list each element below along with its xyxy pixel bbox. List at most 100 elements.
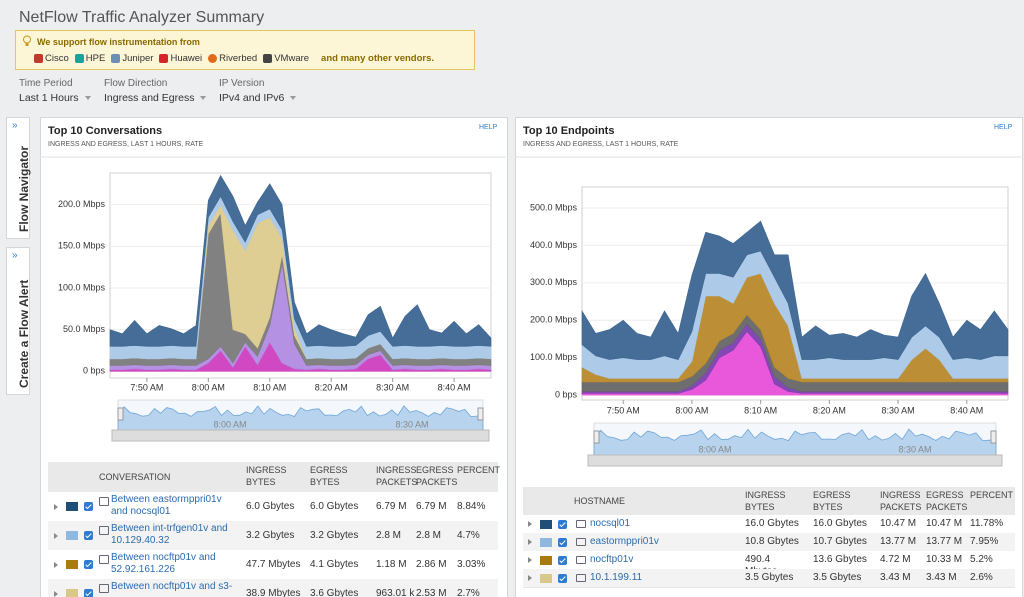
column-header: INGRESS PACKETS <box>880 490 922 512</box>
navigator-label: 8:30 AM <box>898 444 931 454</box>
column-header: EGRESS PACKETS <box>926 490 968 512</box>
dropdown-caret <box>84 96 91 101</box>
y-tick-label: 0 bps <box>83 366 106 376</box>
row-value: 16.0 Gbytes <box>745 518 799 529</box>
x-tick-label: 8:30 AM <box>882 405 915 415</box>
x-tick-label: 8:20 AM <box>315 382 348 392</box>
expand-arrow <box>528 521 532 527</box>
navigator-overview <box>593 428 997 456</box>
vendor: VMware <box>263 53 309 64</box>
row-name[interactable]: nocftp01v <box>590 554 634 565</box>
vendor-logo <box>159 54 169 63</box>
navigator-overview <box>117 405 484 431</box>
row-name[interactable]: eastormppri01v <box>590 536 659 547</box>
help-link[interactable]: HELP <box>479 124 498 131</box>
row-value: 10.33 M <box>926 554 963 565</box>
row-checkbox[interactable] <box>84 589 93 597</box>
dropdown-caret <box>290 96 297 101</box>
filter-value[interactable]: Last 1 Hours <box>19 92 91 104</box>
filter-value[interactable]: Ingress and Egress <box>104 92 207 104</box>
vendor-name: VMware <box>274 53 310 64</box>
area-series <box>581 220 1009 360</box>
series-swatch <box>66 531 78 540</box>
row-value: 10.47 M <box>926 518 963 529</box>
row-value: 38.9 Mbytes <box>246 587 301 597</box>
row-value: 8.84% <box>457 500 486 512</box>
expand-icon: » <box>12 250 18 261</box>
row-checkbox[interactable] <box>558 555 567 565</box>
row-value: 6.79 M <box>376 500 407 512</box>
navigator-label: 8:00 AM <box>698 444 731 454</box>
x-tick-label: 8:00 AM <box>675 405 708 415</box>
row-value: 10.8 Gbytes <box>745 536 799 547</box>
table-row <box>48 492 498 522</box>
filter-value[interactable]: IPv4 and IPv6 <box>219 92 297 104</box>
help-link[interactable]: HELP <box>994 124 1013 131</box>
row-name[interactable]: Between int-trfgen01v and 10.129.40.32 <box>111 523 228 546</box>
row-checkbox[interactable] <box>84 502 93 511</box>
y-tick-label: 100.0 Mbps <box>58 282 106 292</box>
row-name[interactable]: Between eastormppri01v and nocsql01 <box>111 494 222 517</box>
sidebar-tab <box>6 247 30 395</box>
series-swatch <box>66 502 78 511</box>
column-header: EGRESS PACKETS <box>416 465 458 487</box>
conversation-icon <box>99 497 109 506</box>
vendor-name: Juniper <box>122 53 154 64</box>
x-tick-label: 7:50 AM <box>607 405 640 415</box>
navigator-handle <box>117 407 124 421</box>
panel-subtitle: INGRESS AND EGRESS, LAST 1 HOURS, RATE <box>523 141 679 148</box>
x-tick-label: 8:10 AM <box>744 405 777 415</box>
series-swatch <box>540 519 552 529</box>
table-header <box>48 462 498 492</box>
scrollbar <box>111 429 490 442</box>
row-value: 3.6 Gbytes <box>310 587 359 597</box>
navigator-handle <box>990 430 997 444</box>
row-value: 2.7% <box>457 587 480 597</box>
row-value: 6.0 Gbytes <box>310 500 359 512</box>
expand-arrow <box>528 539 532 545</box>
host-icon <box>576 538 586 546</box>
row-value: 4.72 M <box>880 554 911 565</box>
row-value: 3.2 Gbytes <box>310 529 359 541</box>
host-icon <box>576 520 586 528</box>
row-checkbox[interactable] <box>84 560 93 569</box>
table-row <box>523 569 1015 588</box>
column-header: PERCENT <box>970 490 1014 500</box>
table-row <box>48 579 498 597</box>
row-value: 2.86 M <box>416 558 447 570</box>
sidebar-tab <box>6 117 30 239</box>
row-value: 963.01 k <box>376 587 415 597</box>
row-name[interactable]: Between nocftp01v and s3- <box>111 581 233 592</box>
navigator-label: 8:00 AM <box>213 419 246 429</box>
expand-arrow <box>528 575 532 581</box>
row-value: 3.03% <box>457 558 486 570</box>
conversation-icon <box>99 584 109 593</box>
series-swatch <box>66 589 78 597</box>
vendor-logo <box>74 54 84 63</box>
row-value: 16.0 Gbytes <box>813 518 867 529</box>
row-value: 6.0 Gbytes <box>246 500 295 512</box>
row-checkbox[interactable] <box>558 537 567 547</box>
row-value: 13.77 M <box>880 536 917 547</box>
conversation-icon <box>99 526 109 535</box>
row-checkbox[interactable] <box>558 519 567 529</box>
vendor-name: Cisco <box>45 53 69 64</box>
row-name[interactable]: 10.1.199.11 <box>590 572 643 583</box>
row-value: 3.5 Gbytes <box>813 572 862 583</box>
row-value: 2.53 M <box>416 587 447 597</box>
row-value: 3.2 Gbytes <box>246 529 295 541</box>
row-value: 2.8 M <box>376 529 402 541</box>
column-header: CONVERSATION <box>99 472 171 482</box>
navigator-label: 8:30 AM <box>395 419 428 429</box>
expand-arrow <box>54 561 58 568</box>
row-checkbox[interactable] <box>558 573 567 583</box>
row-value: 5.2% <box>970 554 993 565</box>
filter-label: IP Version <box>219 78 265 89</box>
row-checkbox[interactable] <box>84 531 93 540</box>
row-value: 3.43 M <box>880 572 911 583</box>
row-name[interactable]: nocsql01 <box>590 518 631 529</box>
table-header <box>523 487 1015 515</box>
series-swatch <box>66 560 78 569</box>
row-name[interactable]: Between nocftp01v and 52.92.161.226 <box>111 552 216 575</box>
